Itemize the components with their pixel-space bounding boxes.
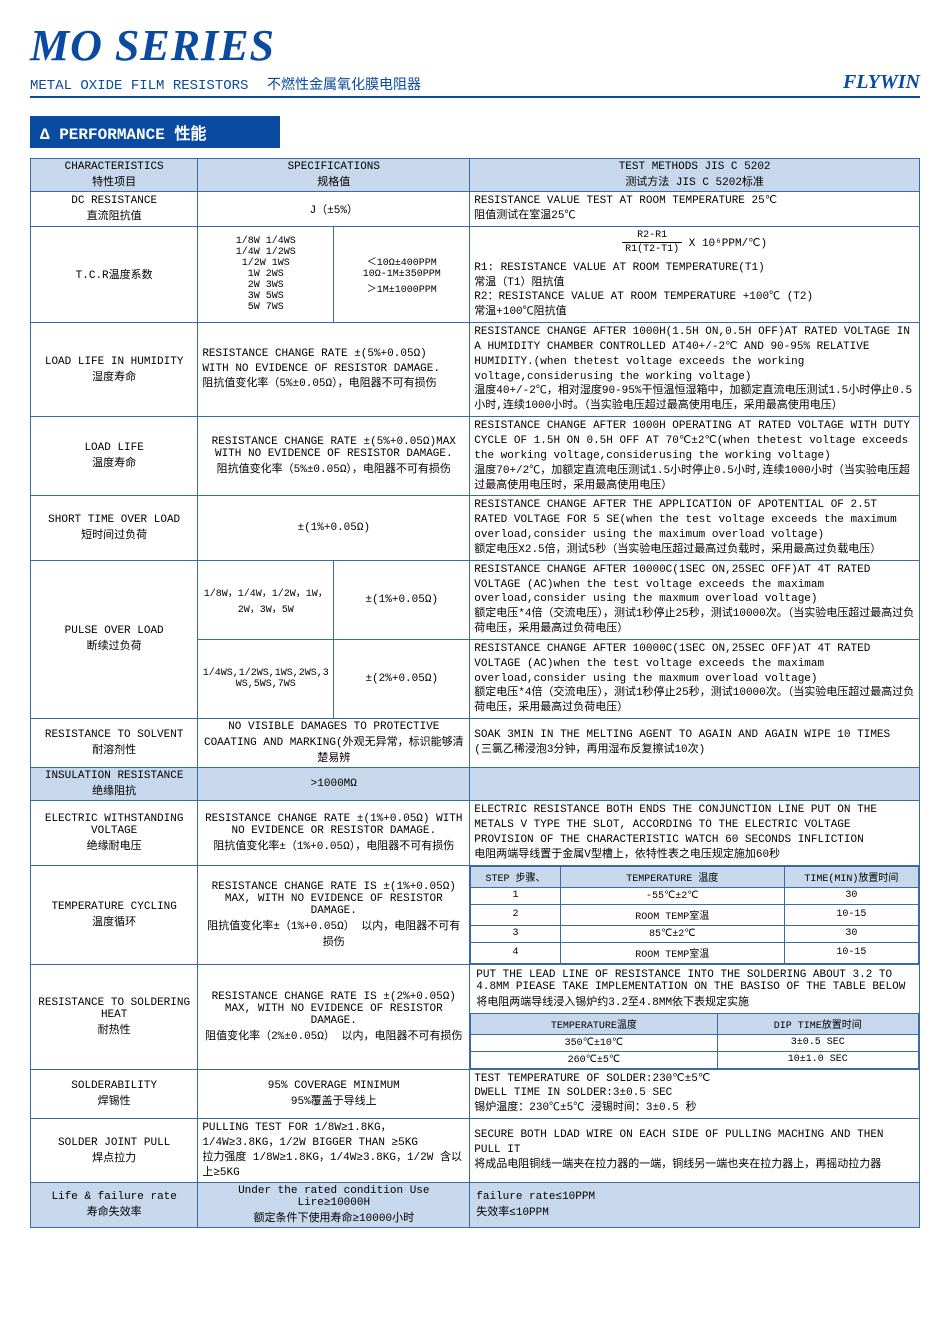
test-insulation (470, 768, 920, 801)
th-specifications: SPECIFICATIONS 规格值 (198, 159, 470, 192)
pulse1-types: 1/8W，1/4W，1/2W，1W，2W，3W，5W (198, 560, 334, 639)
test-solvent: SOAK 3MIN IN THE MELTING AGENT TO AGAIN … (470, 719, 920, 768)
char-dc: DC RESISTANCE 直流阻抗值 (31, 192, 198, 227)
test-short: RESISTANCE CHANGE AFTER THE APPLICATION … (470, 496, 920, 560)
char-insulation: INSULATION RESISTANCE 绝缘阻抗 (31, 768, 198, 801)
char-short: SHORT TIME OVER LOAD 短时间过负荷 (31, 496, 198, 560)
row-life-failure: Life & failure rate 寿命失效率 Under the rate… (31, 1183, 920, 1228)
main-title: MO SERIES (30, 20, 920, 71)
row-insulation: INSULATION RESISTANCE 绝缘阻抗 >1000MΩ (31, 768, 920, 801)
row-solderability: SOLDERABILITY 焊锡性 95% COVERAGE MINIMUM 9… (31, 1069, 920, 1119)
spec-life: Under the rated condition Use Lire≥10000… (198, 1183, 470, 1228)
row-load-life: LOAD LIFE 温度寿命 RESISTANCE CHANGE RATE ±(… (31, 417, 920, 496)
test-solheat: PUT THE LEAD LINE OF RESISTANCE INTO THE… (470, 964, 920, 1069)
test-tcr: R2-R1 R1(T2-T1) X 10⁶PPM/℃) R1: RESISTAN… (470, 226, 920, 322)
row-short-time: SHORT TIME OVER LOAD 短时间过负荷 ±(1%+0.05Ω) … (31, 496, 920, 560)
spec-loadlife: RESISTANCE CHANGE RATE ±(5%+0.05Ω)MAX WI… (198, 417, 470, 496)
spec-insulation: >1000MΩ (198, 768, 470, 801)
char-life: Life & failure rate 寿命失效率 (31, 1183, 198, 1228)
char-solderability: SOLDERABILITY 焊锡性 (31, 1069, 198, 1119)
char-solvent: RESISTANCE TO SOLVENT 耐溶剂性 (31, 719, 198, 768)
th-characteristics: CHARACTERISTICS 特性项目 (31, 159, 198, 192)
char-withstand: ELECTRIC WITHSTANDING VOLTAGE 绝缘耐电压 (31, 801, 198, 865)
char-loadlife: LOAD LIFE 温度寿命 (31, 417, 198, 496)
spec-humidity: RESISTANCE CHANGE RATE ±(5%+0.05Ω) WITH … (198, 323, 470, 417)
spec-withstand: RESISTANCE CHANGE RATE ±(1%+0.05Ω) WITH … (198, 801, 470, 865)
tcr-fraction: R2-R1 R1(T2-T1) (622, 229, 682, 257)
row-solvent: RESISTANCE TO SOLVENT 耐溶剂性 NO VISIBLE DA… (31, 719, 920, 768)
row-solder-pull: SOLDER JOINT PULL 焊点拉力 PULLING TEST FOR … (31, 1119, 920, 1183)
test-solderability: TEST TEMPERATURE OF SOLDER:230℃±5℃ DWELL… (470, 1069, 920, 1119)
brand: FLYWIN (843, 71, 920, 94)
char-tempcyc: TEMPERATURE CYCLING 温度循环 (31, 865, 198, 964)
test-dc: RESISTANCE VALUE TEST AT ROOM TEMPERATUR… (470, 192, 920, 227)
pulse1-test: RESISTANCE CHANGE AFTER 10000C(1SEC ON,2… (470, 560, 920, 639)
row-withstanding: ELECTRIC WITHSTANDING VOLTAGE 绝缘耐电压 RESI… (31, 801, 920, 865)
subtitle-cn: 不燃性金属氧化膜电阻器 (267, 78, 421, 94)
char-pulse: PULSE OVER LOAD 断续过负荷 (31, 560, 198, 718)
spec-solderability: 95% COVERAGE MINIMUM 95%覆盖于导线上 (198, 1069, 470, 1119)
test-loadlife: RESISTANCE CHANGE AFTER 1000H OPERATING … (470, 417, 920, 496)
spec-solheat: RESISTANCE CHANGE RATE IS ±(2%+0.05Ω) MA… (198, 964, 470, 1069)
row-soldering-heat: RESISTANCE TO SOLDERING HEAT 耐热性 RESISTA… (31, 964, 920, 1069)
pulse1-spec: ±(1%+0.05Ω) (334, 560, 470, 639)
row-temp-cycling: TEMPERATURE CYCLING 温度循环 RESISTANCE CHAN… (31, 865, 920, 964)
char-solheat: RESISTANCE TO SOLDERING HEAT 耐热性 (31, 964, 198, 1069)
spec-dc: J（±5%） (198, 192, 470, 227)
test-pull: SECURE BOTH LDAD WIRE ON EACH SIDE OF PU… (470, 1119, 920, 1183)
spec-pull: PULLING TEST FOR 1/8W≥1.8KG，1/4W≥3.8KG，1… (198, 1119, 470, 1183)
subtitle-row: METAL OXIDE FILM RESISTORS 不燃性金属氧化膜电阻器 F… (30, 71, 920, 98)
test-humidity: RESISTANCE CHANGE AFTER 1000H(1.5H ON,0.… (470, 323, 920, 417)
th-test-methods: TEST METHODS JIS C 5202 测试方法 JIS C 5202标… (470, 159, 920, 192)
spec-tempcyc: RESISTANCE CHANGE RATE IS ±(1%+0.05Ω) MA… (198, 865, 470, 964)
performance-table: CHARACTERISTICS 特性项目 SPECIFICATIONS 规格值 … (30, 158, 920, 1228)
test-tempcyc: STEP 步骤、 TEMPERATURE 温度 TIME(MIN)放置时间 1-… (470, 865, 920, 964)
spec-solvent: NO VISIBLE DAMAGES TO PROTECTIVE COAATIN… (198, 719, 470, 768)
spec-short: ±(1%+0.05Ω) (198, 496, 470, 560)
row-load-humidity: LOAD LIFE IN HUMIDITY 湿度寿命 RESISTANCE CH… (31, 323, 920, 417)
pulse2-test: RESISTANCE CHANGE AFTER 10000C(1SEC ON,2… (470, 639, 920, 718)
spec-tcr-ppm: ＜10Ω±400PPM 10Ω-1M±350PPM ＞1M±1000PPM (334, 226, 470, 322)
pulse2-types: 1/4WS,1/2WS,1WS,2WS,3WS,5WS,7WS (198, 639, 334, 718)
table-header-row: CHARACTERISTICS 特性项目 SPECIFICATIONS 规格值 … (31, 159, 920, 192)
test-withstand: ELECTRIC RESISTANCE BOTH ENDS THE CONJUN… (470, 801, 920, 865)
char-pull: SOLDER JOINT PULL 焊点拉力 (31, 1119, 198, 1183)
test-life: failure rate≤10PPM 失效率≤10PPM (470, 1183, 920, 1228)
pulse2-spec: ±(2%+0.05Ω) (334, 639, 470, 718)
char-tcr: T.C.R温度系数 (31, 226, 198, 322)
tempcyc-inner-table: STEP 步骤、 TEMPERATURE 温度 TIME(MIN)放置时间 1-… (470, 866, 919, 964)
solheat-inner-table: TEMPERATURE温度 DIP TIME放置时间 350℃±10℃3±0.5… (470, 1013, 919, 1069)
spec-tcr-types: 1/8W 1/4WS 1/4W 1/2WS 1/2W 1WS 1W 2WS 2W… (198, 226, 334, 322)
title-block: MO SERIES METAL OXIDE FILM RESISTORS 不燃性… (30, 20, 920, 98)
subtitle-en: METAL OXIDE FILM RESISTORS (30, 78, 248, 94)
row-pulse-1: PULSE OVER LOAD 断续过负荷 1/8W，1/4W，1/2W，1W，… (31, 560, 920, 639)
row-dc-resistance: DC RESISTANCE 直流阻抗值 J（±5%） RESISTANCE VA… (31, 192, 920, 227)
section-performance: Δ PERFORMANCE 性能 (30, 116, 280, 148)
char-humidity: LOAD LIFE IN HUMIDITY 湿度寿命 (31, 323, 198, 417)
row-tcr: T.C.R温度系数 1/8W 1/4WS 1/4W 1/2WS 1/2W 1WS… (31, 226, 920, 322)
